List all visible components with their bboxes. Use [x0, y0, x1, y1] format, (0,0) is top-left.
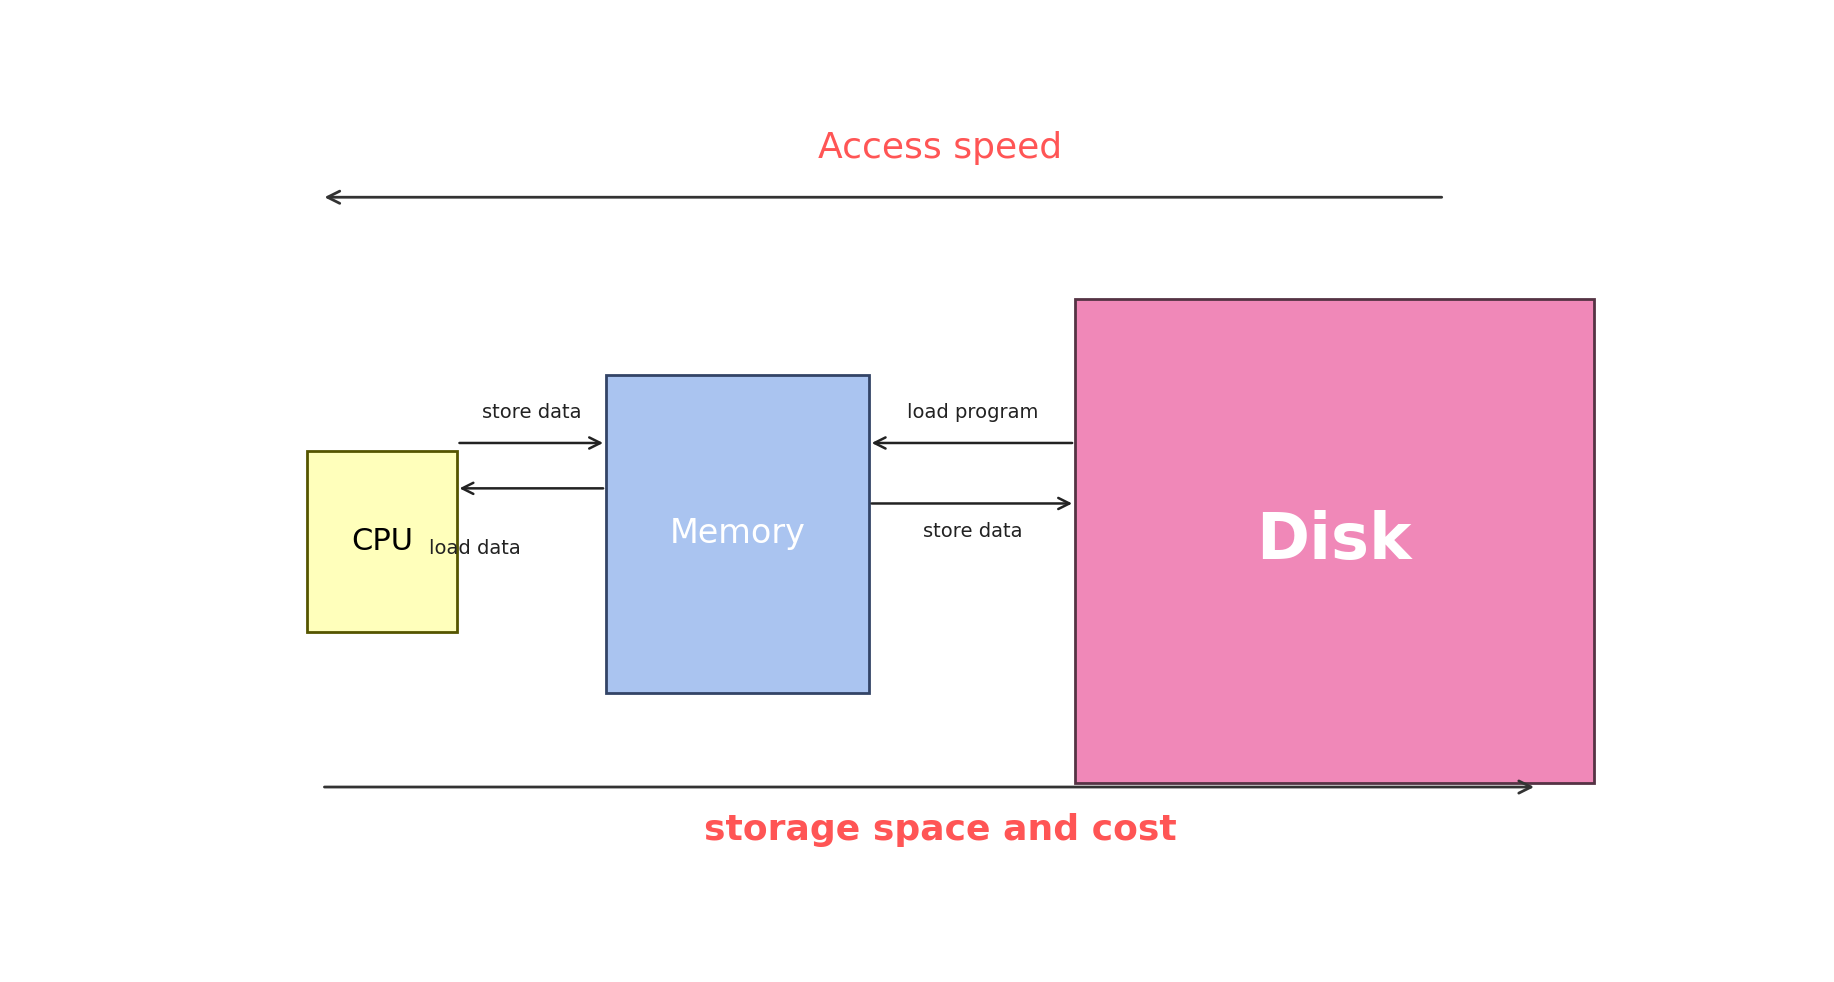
Text: storage space and cost: storage space and cost	[704, 813, 1176, 847]
FancyBboxPatch shape	[605, 375, 869, 692]
Text: store data: store data	[923, 522, 1022, 541]
FancyBboxPatch shape	[1075, 300, 1594, 784]
Text: load data: load data	[429, 539, 521, 559]
Text: store data: store data	[482, 404, 581, 422]
Text: Access speed: Access speed	[818, 131, 1062, 165]
Text: Disk: Disk	[1256, 511, 1412, 573]
FancyBboxPatch shape	[308, 451, 457, 632]
Text: load program: load program	[908, 404, 1038, 422]
Text: CPU: CPU	[350, 526, 413, 556]
Text: Memory: Memory	[669, 518, 805, 550]
